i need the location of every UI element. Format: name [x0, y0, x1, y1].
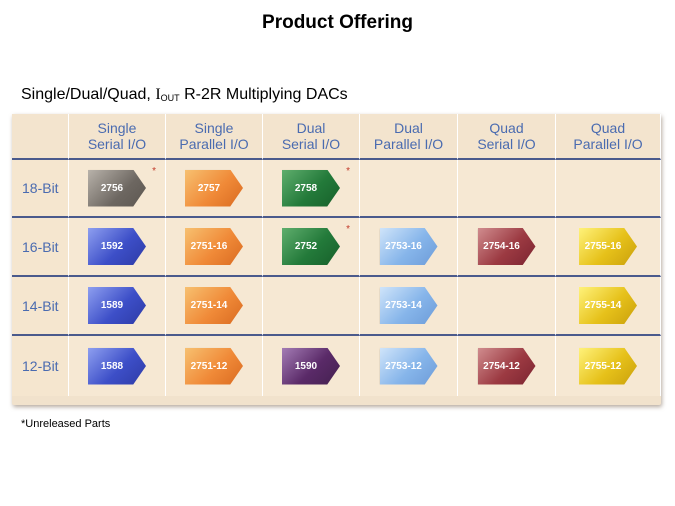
column-header: Single Parallel I/O [166, 114, 263, 160]
footnote: *Unreleased Parts [21, 418, 111, 430]
part-number: 2752 [294, 241, 318, 252]
unreleased-marker: * [152, 166, 156, 177]
column-header-line1: Quad [489, 120, 524, 136]
table-cell: 2753-14 [360, 277, 458, 336]
part-badge[interactable]: 2751-14 [185, 287, 243, 324]
column-header-line2: Parallel I/O [573, 136, 643, 152]
part-badge[interactable]: 2757 [185, 169, 243, 207]
column-header-line2: Parallel I/O [179, 136, 249, 152]
part-badge[interactable]: 2755-14 [579, 287, 637, 324]
table-cell: 1592 [69, 218, 166, 277]
table-cell: 2751-14 [166, 277, 263, 336]
column-header-line2: Parallel I/O [373, 136, 444, 152]
part-number: 2757 [197, 182, 221, 194]
part-badge[interactable]: 2753-14 [379, 287, 438, 324]
table-cell: 2757 [166, 160, 263, 218]
part-number: 1589 [100, 300, 124, 311]
table-cell [458, 277, 556, 336]
row-label: 18-Bit [12, 160, 69, 218]
column-header-line2: Serial I/O [87, 136, 147, 152]
column-header-line1: Dual [394, 120, 423, 136]
row-label: 12-Bit [12, 336, 69, 396]
column-header: Quad Serial I/O [458, 114, 556, 160]
table-cell: 2755-12 [556, 336, 661, 396]
part-badge[interactable]: 2754-16 [477, 228, 536, 265]
part-number: 1588 [100, 360, 124, 372]
part-number: 2754-16 [483, 241, 520, 252]
row-label: 16-Bit [12, 218, 69, 277]
part-number: 2755-14 [584, 300, 622, 311]
part-number: 2756 [100, 182, 124, 194]
part-badge[interactable]: 1592 [88, 228, 146, 265]
row-label: 14-Bit [12, 277, 69, 336]
part-number: 2755-12 [584, 360, 622, 372]
part-number: 1592 [100, 241, 124, 252]
part-badge[interactable]: 2752 [282, 228, 340, 265]
part-badge[interactable]: 2755-12 [579, 347, 637, 385]
column-header-line1: Single [97, 120, 137, 136]
column-header: Dual Parallel I/O [360, 114, 458, 160]
table-cell: 2755-14 [556, 277, 661, 336]
part-badge[interactable]: 2755-16 [579, 228, 637, 265]
column-header: Single Serial I/O [69, 114, 166, 160]
part-number: 2754-12 [483, 360, 520, 372]
table-cell: 2756 * [69, 160, 166, 218]
part-badge[interactable]: 2754-12 [477, 347, 536, 385]
table-cell: 1590 [263, 336, 360, 396]
subtitle-i-sub: OUT [160, 93, 180, 103]
part-badge[interactable]: 2751-16 [185, 228, 243, 265]
part-badge[interactable]: 1588 [88, 347, 146, 385]
part-badge[interactable]: 1590 [282, 347, 340, 385]
subtitle-i: I [155, 86, 161, 103]
column-header: Dual Serial I/O [263, 114, 360, 160]
part-number: 2755-16 [584, 241, 622, 252]
table-cell: 2753-16 [360, 218, 458, 277]
subtitle: Single/Dual/Quad, IOUT R-2R Multiplying … [21, 86, 348, 104]
part-number: 1590 [294, 360, 318, 372]
product-table: Single Serial I/O Single Parallel I/O Dual Se… [12, 114, 661, 405]
part-badge[interactable]: 2758 [282, 169, 340, 207]
subtitle-prefix: Single/Dual/Quad, [21, 86, 156, 103]
part-badge[interactable]: 1589 [88, 287, 146, 324]
table-cell [263, 277, 360, 336]
table-cell: 1588 [69, 336, 166, 396]
part-badge[interactable]: 2753-12 [379, 347, 438, 385]
table-cell: 2753-12 [360, 336, 458, 396]
part-number: 2751-12 [190, 360, 228, 372]
part-number: 2751-14 [190, 300, 228, 311]
subtitle-suffix: R-2R Multiplying DACs [179, 86, 348, 103]
part-number: 2753-12 [385, 360, 422, 372]
column-header-line1: Dual [296, 120, 326, 136]
table-corner [12, 114, 69, 160]
part-badge[interactable]: 2756 [88, 169, 146, 207]
part-badge[interactable]: 2751-12 [185, 347, 243, 385]
page-title: Product Offering [262, 12, 413, 33]
column-header-line1: Quad [590, 120, 626, 136]
table-cell: 2754-16 [458, 218, 556, 277]
column-header-line1: Single [194, 120, 234, 136]
table-cell: 2751-16 [166, 218, 263, 277]
table-cell: 2752 * [263, 218, 360, 277]
unreleased-marker: * [346, 224, 350, 235]
unreleased-marker: * [346, 166, 350, 177]
product-grid: Single Serial I/O Single Parallel I/O Dual Se… [12, 114, 661, 405]
column-header: Quad Parallel I/O [556, 114, 661, 160]
table-cell [556, 160, 661, 218]
table-cell [360, 160, 458, 218]
column-header-line2: Serial I/O [281, 136, 341, 152]
part-number: 2751-16 [190, 241, 228, 252]
part-number: 2753-16 [385, 241, 422, 252]
part-number: 2758 [294, 182, 318, 194]
table-cell: 2751-12 [166, 336, 263, 396]
table-cell: 1589 [69, 277, 166, 336]
column-header-line2: Serial I/O [477, 136, 536, 152]
table-cell: 2758 * [263, 160, 360, 218]
table-cell: 2755-16 [556, 218, 661, 277]
part-badge[interactable]: 2753-16 [379, 228, 438, 265]
table-cell: 2754-12 [458, 336, 556, 396]
part-number: 2753-14 [385, 300, 422, 311]
table-cell [458, 160, 556, 218]
